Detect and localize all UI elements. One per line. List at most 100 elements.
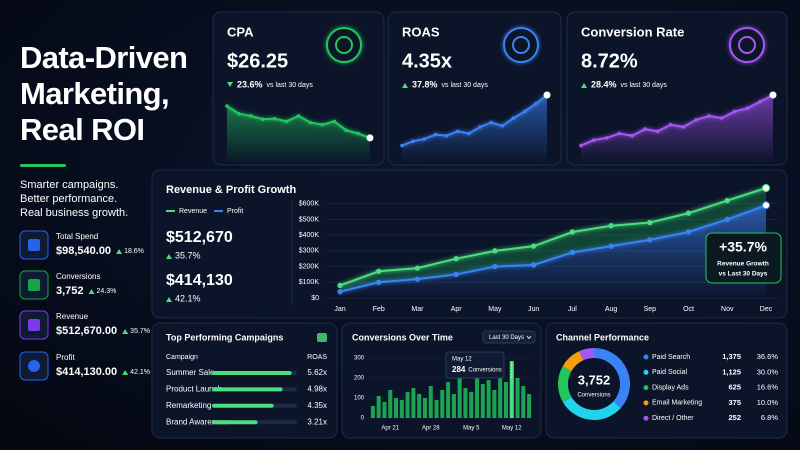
conversion-bar bbox=[417, 394, 422, 418]
donut-segment bbox=[562, 396, 621, 420]
conversion-bar bbox=[463, 388, 468, 418]
tooltip-date: May 12 bbox=[452, 357, 472, 363]
sparkline-point bbox=[489, 120, 494, 125]
conversion-bar bbox=[440, 390, 445, 418]
sparkline-point bbox=[320, 122, 325, 127]
summary-change: 24.3% bbox=[97, 288, 117, 295]
conversion-bar bbox=[434, 400, 439, 418]
series-point bbox=[492, 263, 498, 270]
summary-change: 42.1% bbox=[130, 369, 150, 376]
sparkline-point bbox=[225, 104, 229, 108]
trend-arrow bbox=[88, 289, 95, 294]
conversion-bar bbox=[382, 402, 387, 418]
y-tick-label: $300K bbox=[299, 248, 320, 255]
sparkline-point bbox=[249, 114, 253, 118]
sparkline-point bbox=[237, 111, 241, 116]
x-tick-label: Apr bbox=[451, 306, 463, 313]
conversion-bar bbox=[475, 376, 480, 418]
sparkline-point bbox=[511, 116, 516, 120]
channel-name: Email Marketing bbox=[652, 400, 702, 407]
sparkline-point bbox=[296, 114, 301, 118]
conversion-bar bbox=[451, 394, 456, 418]
summary-label: Conversions bbox=[56, 272, 100, 281]
kpi-icon bbox=[729, 27, 765, 63]
channel-name: Display Ads bbox=[652, 384, 689, 391]
sparkline-point bbox=[284, 119, 289, 124]
legend-label: Revenue bbox=[179, 208, 207, 215]
conversion-bar bbox=[457, 378, 462, 418]
tagline: Real business growth. bbox=[20, 207, 128, 219]
campaign-name: Brand Awareness bbox=[166, 417, 229, 426]
profit-area bbox=[340, 205, 766, 298]
summary-change: 18.6% bbox=[124, 248, 144, 255]
sparkline-point bbox=[656, 129, 660, 134]
growth-change: 35.7% bbox=[175, 250, 201, 260]
campaign-bar bbox=[212, 387, 283, 392]
sparkline-point bbox=[681, 125, 686, 129]
channel-name: Paid Social bbox=[652, 369, 687, 376]
sparkline-point bbox=[444, 133, 449, 138]
x-tick-label: May 5 bbox=[463, 426, 480, 432]
x-tick-label: Dec bbox=[760, 306, 773, 313]
kpi-note: vs last 30 days bbox=[442, 82, 489, 89]
column-header: ROAS bbox=[307, 354, 327, 361]
conversion-bar bbox=[446, 382, 451, 418]
conversion-bar bbox=[422, 398, 427, 418]
sparkline-point bbox=[694, 117, 698, 122]
summary-glyph bbox=[28, 239, 40, 251]
summary-label: Profit bbox=[56, 353, 75, 362]
sparkline-point bbox=[745, 106, 750, 110]
campaign-name: Product Launch bbox=[166, 385, 222, 394]
sparkline-point bbox=[356, 131, 360, 136]
kpi-icon-inner bbox=[335, 36, 353, 54]
sparkline-point bbox=[272, 116, 277, 121]
campaign-bar bbox=[212, 403, 274, 408]
channel-name: Paid Search bbox=[652, 354, 690, 361]
trend-arrow bbox=[166, 297, 172, 302]
tagline: Better performance. bbox=[20, 193, 117, 205]
x-tick-label: Mar bbox=[411, 306, 424, 313]
trend-arrow bbox=[227, 82, 233, 87]
kpi-title: ROAS bbox=[402, 24, 440, 39]
channel-value: 1,125 bbox=[722, 367, 741, 376]
conversion-bar bbox=[411, 388, 416, 418]
conversion-bar bbox=[399, 400, 404, 418]
tooltip-label: Conversions bbox=[468, 368, 501, 374]
series-point bbox=[337, 282, 343, 289]
campaign-bar bbox=[212, 420, 258, 425]
sparkline-point bbox=[604, 136, 609, 140]
growth-total: $414,130 bbox=[166, 272, 233, 289]
x-tick-label: Feb bbox=[373, 306, 385, 313]
series-point bbox=[685, 210, 692, 216]
summary-value: 3,752 bbox=[56, 285, 84, 297]
tooltip bbox=[445, 351, 505, 379]
sparkline-point bbox=[467, 131, 471, 136]
sparkline-point bbox=[500, 124, 505, 128]
y-tick-label: 200 bbox=[354, 376, 365, 382]
series-line bbox=[339, 204, 767, 293]
kpi-change: 28.4% bbox=[591, 79, 617, 89]
sparkline-point bbox=[720, 116, 724, 120]
annotation-text: Revenue Growth bbox=[717, 261, 769, 268]
trend-arrow bbox=[122, 370, 129, 375]
sparkline-point bbox=[260, 117, 265, 121]
series-point bbox=[376, 268, 382, 274]
series-point bbox=[453, 256, 459, 262]
series-point bbox=[569, 229, 576, 235]
donut-total: 3,752 bbox=[578, 372, 611, 387]
range-dropdown[interactable] bbox=[482, 330, 536, 344]
x-tick-label: Sep bbox=[644, 306, 657, 313]
hero-title: Data-Driven bbox=[20, 40, 187, 75]
campaign-value: 3.21x bbox=[307, 417, 327, 426]
conversion-bar bbox=[405, 392, 410, 418]
summary-glyph bbox=[28, 319, 40, 331]
conversion-bar bbox=[370, 406, 375, 418]
series-point bbox=[453, 271, 459, 278]
conversion-bar bbox=[376, 396, 381, 418]
campaign-value: 4.35x bbox=[307, 401, 327, 410]
sparkline-point bbox=[366, 134, 374, 142]
sparkline-point bbox=[630, 133, 634, 138]
x-tick-label: May 12 bbox=[502, 426, 522, 432]
y-tick-label: 300 bbox=[354, 356, 365, 362]
